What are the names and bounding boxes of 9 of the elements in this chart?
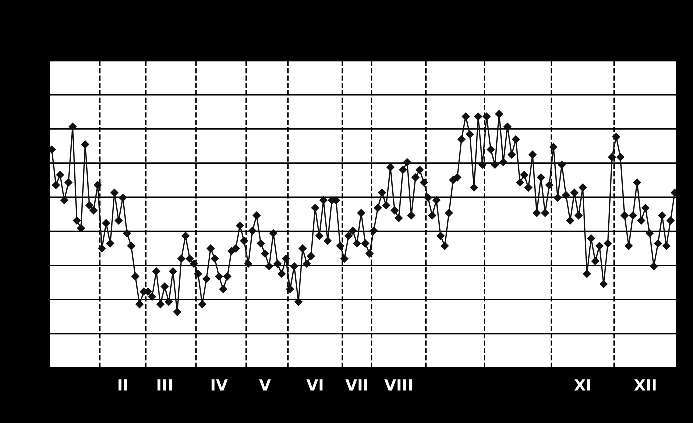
x-tick-label: VIII <box>384 380 412 391</box>
x-tick-label: IV <box>212 380 228 391</box>
x-tick-label: III <box>158 380 172 391</box>
x-tick-label: V <box>259 380 272 391</box>
x-tick-label: II <box>118 380 128 391</box>
x-tick-label: XI <box>574 380 590 391</box>
x-tick-label: VII <box>346 380 368 391</box>
x-tick-label: VI <box>306 380 323 391</box>
x-tick-label: XII <box>634 380 656 391</box>
